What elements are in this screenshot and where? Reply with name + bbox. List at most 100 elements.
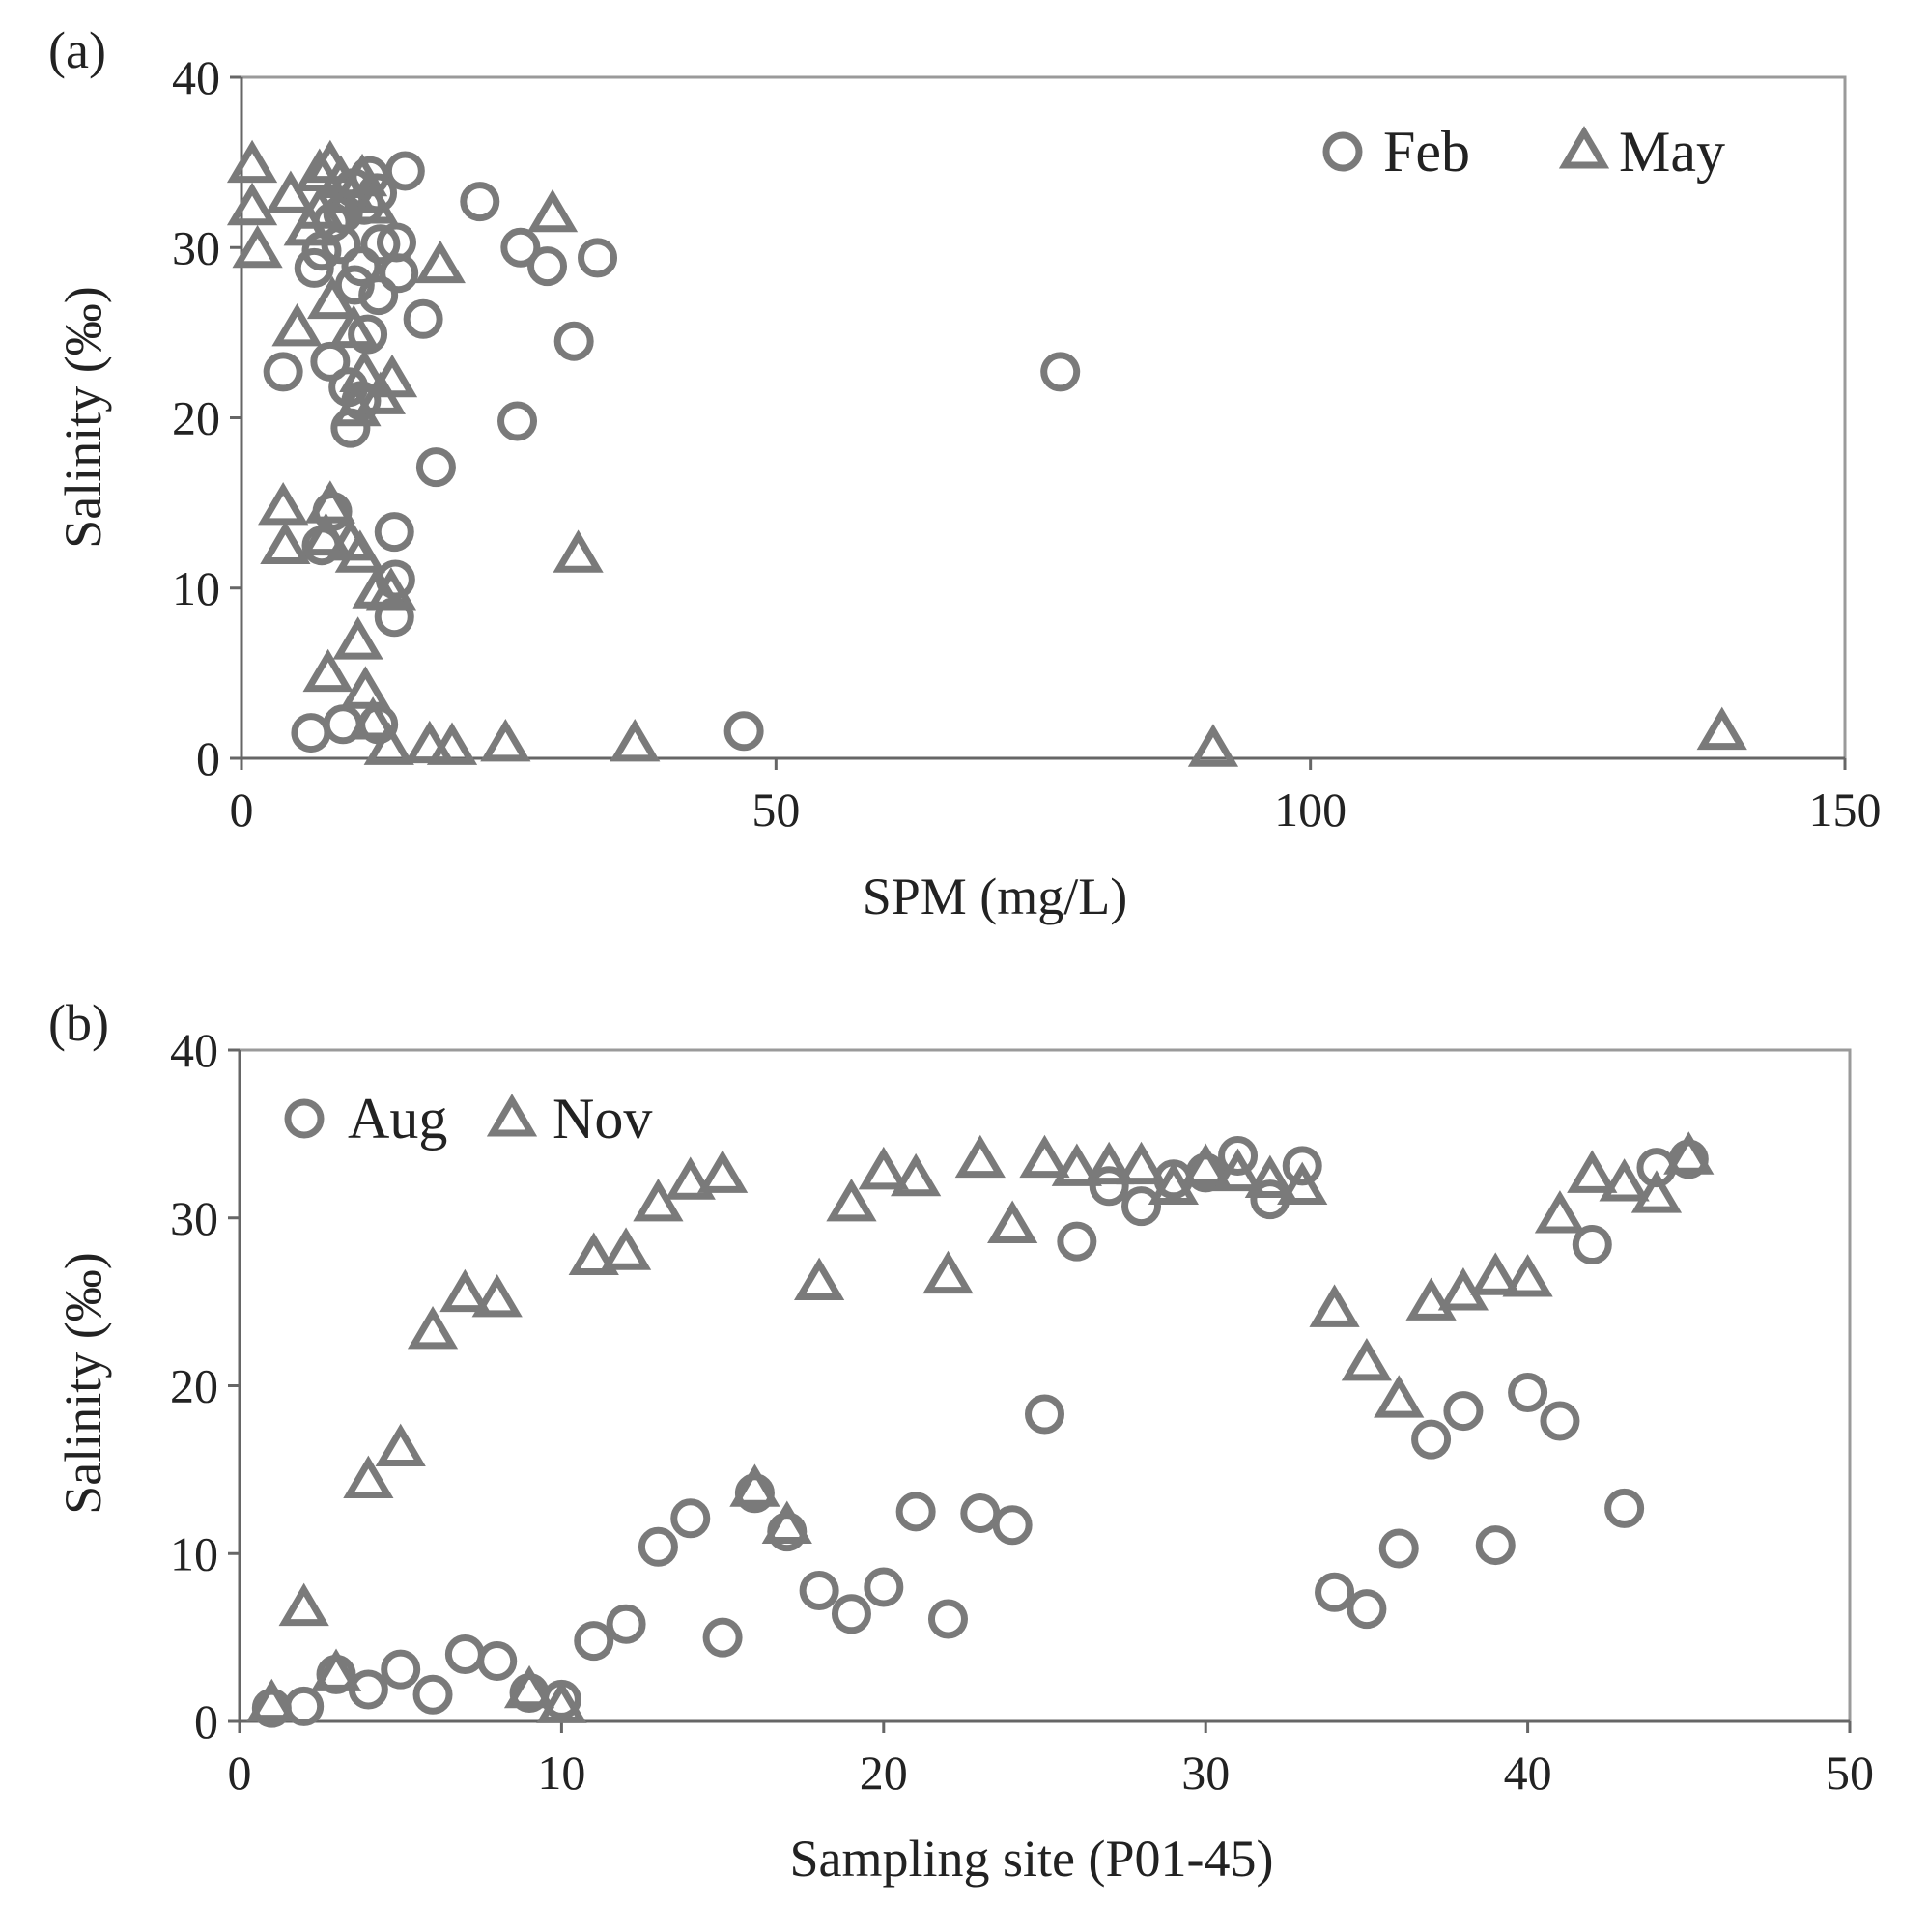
- point-nov: [1599, 1158, 1650, 1202]
- panel-b-x-tick-label: 50: [1826, 1746, 1874, 1800]
- point-may: [258, 482, 309, 526]
- panel-b-y-tick-label: 20: [170, 1359, 218, 1413]
- point-nov: [1212, 1148, 1263, 1192]
- point-aug: [895, 1492, 936, 1532]
- point-aug: [1282, 1146, 1322, 1186]
- point-nov: [794, 1257, 845, 1301]
- panel-a-y-tick-label: 20: [172, 391, 220, 445]
- point-aug: [638, 1526, 678, 1567]
- point-may: [480, 718, 531, 762]
- panel-a-marks: [226, 139, 1747, 767]
- point-feb: [360, 224, 401, 265]
- point-nov: [1244, 1154, 1295, 1199]
- panel-b-legend: Aug Nov: [284, 1087, 652, 1151]
- point-nov: [987, 1200, 1038, 1243]
- point-aug: [831, 1594, 871, 1634]
- point-may: [304, 480, 355, 524]
- point-nov: [1084, 1141, 1135, 1185]
- point-aug: [444, 1634, 485, 1674]
- point-nov: [696, 1150, 749, 1193]
- panel-b-x-tick-label: 20: [860, 1746, 908, 1800]
- point-may: [553, 529, 604, 573]
- point-nov: [1437, 1267, 1489, 1311]
- point-nov: [343, 1455, 394, 1499]
- legend-nov-marker: [486, 1094, 538, 1137]
- point-may: [306, 275, 358, 320]
- point-feb: [341, 246, 382, 287]
- point-nov: [1374, 1375, 1425, 1418]
- point-nov: [568, 1232, 619, 1275]
- point-feb: [263, 352, 303, 392]
- panel-a-y-tick-label: 0: [196, 731, 220, 785]
- point-nov: [1663, 1131, 1715, 1175]
- point-feb: [310, 341, 351, 382]
- legend-nov-label: Nov: [553, 1087, 652, 1151]
- point-may: [340, 666, 391, 709]
- point-nov: [503, 1664, 555, 1709]
- point-aug: [960, 1493, 1001, 1534]
- point-aug: [1378, 1528, 1419, 1569]
- point-nov: [1470, 1252, 1521, 1295]
- panel-b-label: (b): [48, 994, 109, 1052]
- point-nov: [1405, 1277, 1457, 1321]
- panel-a-y-tick-label: 40: [172, 50, 220, 104]
- point-feb: [358, 275, 399, 316]
- panel-b-x-tick-label: 40: [1504, 1746, 1552, 1800]
- point-may: [348, 696, 399, 740]
- point-may: [334, 529, 385, 573]
- panel-a-ticks: 0 10 20 30 40 0 50 100 150: [172, 50, 1882, 837]
- panel-a-y-tick-label: 30: [172, 220, 220, 274]
- panel-a-plot-area: [240, 75, 1847, 760]
- point-feb: [374, 512, 414, 553]
- legend-may-label: May: [1619, 120, 1725, 184]
- point-feb: [578, 238, 618, 278]
- point-may: [302, 648, 354, 693]
- point-feb: [723, 711, 764, 752]
- point-may: [365, 567, 417, 611]
- point-nov: [407, 1305, 459, 1350]
- point-nov: [1534, 1190, 1586, 1234]
- point-may: [260, 521, 311, 564]
- point-aug: [670, 1498, 711, 1539]
- panel-a-x-tick-label: 0: [230, 782, 254, 837]
- point-feb: [460, 182, 500, 222]
- point-may: [232, 224, 283, 269]
- panel-a-y-axis-label: Salinity (‰): [54, 286, 112, 548]
- point-aug: [1025, 1394, 1064, 1435]
- point-may: [332, 616, 383, 660]
- point-aug: [1315, 1572, 1355, 1612]
- panel-b-ticks: 0 10 20 30 40 0 10 20 30 40 50: [170, 1023, 1874, 1800]
- point-aug: [927, 1599, 968, 1639]
- point-nov: [1180, 1143, 1232, 1186]
- point-feb: [1040, 352, 1081, 392]
- point-feb: [341, 381, 382, 421]
- point-aug: [992, 1505, 1033, 1546]
- point-may: [336, 153, 388, 197]
- point-feb: [291, 713, 331, 753]
- panel-b: (b) 0 10 20 30 40 0 10 20 30 40 50 Aug Nov Samplin…: [48, 994, 1874, 1888]
- panel-a-legend: Feb May: [1322, 120, 1725, 184]
- point-may: [226, 139, 278, 184]
- panel-a-x-axis-label: SPM (mg/L): [863, 867, 1128, 925]
- point-nov: [1341, 1338, 1393, 1381]
- point-feb: [500, 227, 541, 268]
- point-nov: [600, 1227, 652, 1270]
- point-nov: [375, 1423, 426, 1467]
- panel-b-x-axis-label: Sampling site (P01-45): [790, 1830, 1274, 1888]
- point-may: [300, 512, 352, 556]
- legend-feb-label: Feb: [1383, 120, 1470, 184]
- panel-b-marks: [246, 1131, 1715, 1728]
- panel-b-y-tick-label: 30: [170, 1191, 218, 1245]
- panel-a: (a) 0 10 20 30 40 0 50 100 150 Feb May SPM (mg/L…: [48, 21, 1882, 925]
- point-may: [339, 349, 390, 392]
- point-nov: [1502, 1254, 1553, 1297]
- point-may: [426, 722, 478, 765]
- point-nov: [1567, 1150, 1618, 1193]
- point-feb: [403, 298, 443, 339]
- legend-aug-marker: [284, 1098, 325, 1139]
- point-may: [610, 718, 661, 762]
- point-aug: [606, 1604, 646, 1644]
- point-nov: [1019, 1134, 1070, 1179]
- panel-a-x-tick-label: 100: [1274, 782, 1347, 837]
